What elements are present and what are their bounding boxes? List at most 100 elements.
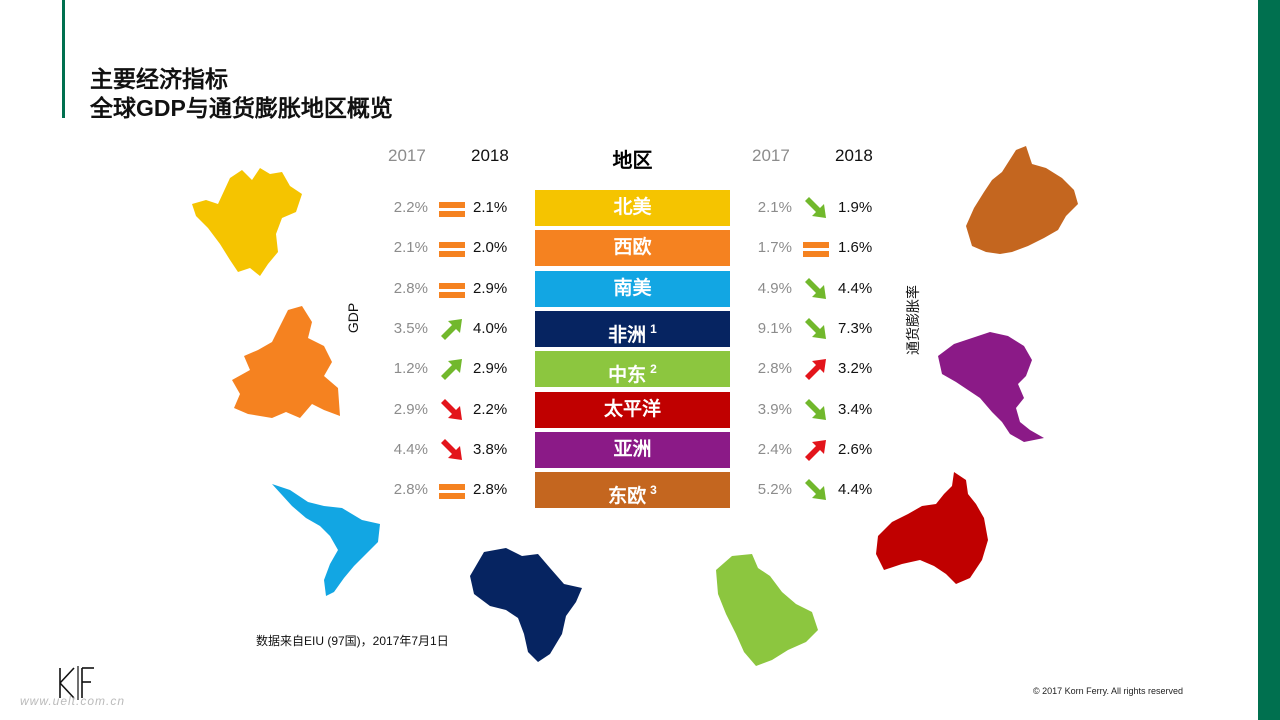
inflation-2017-value: 1.7% [757, 239, 792, 257]
data-source-note: 数据来自EIU (97国)，2017年7月1日 [256, 634, 449, 648]
region-name: 亚洲 [613, 438, 652, 460]
inflation-2017-value: 3.9% [757, 400, 792, 418]
inflation-2017-value: 2.1% [757, 199, 792, 216]
title-accent-line [62, 0, 65, 118]
inflation-2018-value: 1.6% [838, 239, 873, 257]
gdp-2017-value: 4.4% [393, 440, 428, 458]
inflation-2017-value: 2.8% [757, 360, 792, 378]
region-name: 北美 [613, 197, 652, 218]
table-row: 2.9% 2.2% 太平洋 3.9% 3.4% [0, 391, 1280, 428]
gdp-2017-value: 3.5% [393, 319, 428, 337]
trend-down-arrow-icon [441, 438, 462, 460]
gdp-2017-header: 2017 [388, 146, 426, 165]
gdp-trend-indicator [438, 315, 466, 343]
no-change-indicator-icon [439, 484, 465, 500]
region-label-box: 中东 2 [535, 351, 730, 388]
region-name: 南美 [613, 277, 652, 299]
inflation-2018-value: 3.4% [838, 400, 873, 418]
gdp-2018-value: 2.0% [473, 239, 508, 257]
gdp-trend-indicator [438, 275, 466, 303]
gdp-2018-value: 2.2% [473, 400, 508, 418]
table-row: 2.8% 2.9% 南美 4.9% 4.4% [0, 270, 1280, 307]
trend-up-arrow-icon [441, 318, 462, 340]
trend-down-arrow-icon [805, 398, 826, 420]
region-name: 太平洋 [603, 398, 661, 420]
region-label-box: 亚洲 [535, 431, 730, 468]
footnote-marker: 1 [650, 321, 657, 336]
no-change-indicator-icon [803, 242, 829, 258]
inflation-2017-value: 9.1% [757, 319, 792, 337]
right-accent-bar [1258, 0, 1280, 720]
region-label-box: 南美 [535, 270, 730, 307]
gdp-2018-value: 4.0% [473, 319, 508, 337]
region-name: 非洲 [608, 324, 647, 346]
no-change-indicator-icon [439, 282, 465, 298]
inflation-2017-value: 4.9% [757, 279, 792, 297]
region-header: 地区 [612, 150, 653, 172]
gdp-2017-value: 2.8% [393, 279, 428, 297]
gdp-2018-value: 3.8% [473, 440, 508, 458]
inflation-2018-value: 4.4% [838, 279, 873, 297]
inflation-trend-indicator [802, 194, 830, 222]
table-row: 1.2% 2.9% 中东 2 2.8% 3.2% [0, 351, 1280, 388]
australia-map [876, 472, 988, 584]
inflation-2018-value: 2.6% [838, 440, 873, 458]
korn-ferry-logo [59, 666, 94, 700]
table-row: 4.4% 3.8% 亚洲 2.4% 2.6% [0, 431, 1280, 468]
region-name: 中东 [608, 365, 647, 387]
gdp-2017-value: 1.2% [393, 360, 428, 378]
inflation-trend-indicator [802, 315, 830, 343]
trend-down-arrow-icon [805, 479, 826, 501]
region-label-box: 非洲 1 [535, 310, 730, 347]
trend-up-arrow-icon [441, 359, 462, 381]
inflation-trend-indicator [802, 355, 830, 383]
gdp-2017-value: 2.2% [393, 199, 428, 216]
region-label-box: 西欧 [535, 230, 730, 267]
south-america-map [272, 484, 380, 596]
inflation-2018-header: 2018 [835, 146, 873, 165]
gdp-2018-value: 2.1% [473, 199, 508, 216]
inflation-trend-indicator [802, 275, 830, 303]
russia-map [966, 146, 1078, 254]
inflation-trend-indicator [802, 436, 830, 464]
copyright-notice: © 2017 Korn Ferry. All rights reserved [1033, 686, 1184, 696]
gdp-trend-indicator [438, 194, 466, 222]
trend-up-arrow-icon [805, 359, 826, 381]
gdp-trend-indicator [438, 234, 466, 262]
gdp-2017-value: 2.8% [393, 481, 428, 499]
inflation-2018-value: 3.2% [838, 360, 873, 378]
trend-down-arrow-icon [805, 317, 826, 339]
table-row: 2.1% 2.0% 西欧 1.7% 1.6% [0, 230, 1280, 267]
trend-down-arrow-icon [805, 277, 826, 299]
gdp-trend-indicator [438, 476, 466, 504]
region-label-box: 太平洋 [535, 391, 730, 428]
gdp-2018-value: 2.8% [473, 481, 508, 499]
trend-down-arrow-icon [441, 398, 462, 420]
inflation-2018-value: 4.4% [838, 481, 873, 499]
footnote-marker: 2 [650, 362, 657, 377]
trend-down-arrow-icon [805, 197, 826, 218]
inflation-2018-value: 1.9% [838, 199, 873, 216]
gdp-2018-value: 2.9% [473, 360, 508, 378]
no-change-indicator-icon [439, 202, 465, 217]
inflation-2017-header: 2017 [752, 146, 790, 165]
watermark-text: www.uelt.com.cn [20, 694, 126, 708]
inflation-2017-value: 2.4% [757, 440, 792, 458]
region-label-box: 东欧 3 [535, 472, 730, 509]
trend-up-arrow-icon [805, 439, 826, 461]
region-label-box: 北美 [535, 190, 730, 226]
gdp-2018-header: 2018 [471, 146, 509, 165]
region-name: 东欧 [608, 486, 647, 508]
gdp-trend-indicator [438, 355, 466, 383]
table-row: 3.5% 4.0% 非洲 1 9.1% 7.3% [0, 310, 1280, 347]
inflation-2018-value: 7.3% [838, 319, 873, 337]
gdp-2017-value: 2.1% [393, 239, 428, 257]
page-title: 主要经济指标 [90, 66, 228, 92]
gdp-trend-indicator [438, 436, 466, 464]
north-america-map [192, 168, 302, 276]
table-row: 2.8% 2.8% 东欧 3 5.2% 4.4% [0, 472, 1280, 509]
inflation-2017-value: 5.2% [757, 481, 792, 499]
region-name: 西欧 [613, 237, 652, 259]
no-change-indicator-icon [439, 242, 465, 258]
inflation-trend-indicator [802, 476, 830, 504]
